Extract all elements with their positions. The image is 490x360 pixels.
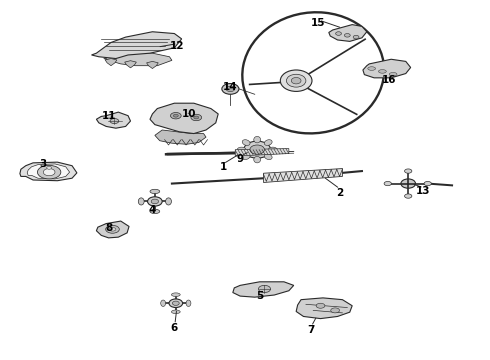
Text: 8: 8 <box>105 223 112 233</box>
Ellipse shape <box>336 32 342 35</box>
Ellipse shape <box>269 147 277 152</box>
Ellipse shape <box>424 181 431 186</box>
Polygon shape <box>147 62 158 68</box>
Ellipse shape <box>172 293 180 296</box>
Ellipse shape <box>150 189 160 194</box>
Ellipse shape <box>242 154 250 159</box>
Ellipse shape <box>378 69 386 73</box>
Ellipse shape <box>171 112 181 119</box>
Polygon shape <box>235 149 289 156</box>
Ellipse shape <box>291 77 301 84</box>
Polygon shape <box>264 168 343 183</box>
Ellipse shape <box>254 157 261 163</box>
Ellipse shape <box>173 114 178 117</box>
Ellipse shape <box>237 147 246 152</box>
Text: 3: 3 <box>39 159 47 169</box>
Polygon shape <box>97 221 129 238</box>
Text: 2: 2 <box>336 188 343 198</box>
Ellipse shape <box>109 228 116 231</box>
Ellipse shape <box>186 300 191 306</box>
Polygon shape <box>97 112 130 128</box>
Ellipse shape <box>344 33 350 37</box>
Ellipse shape <box>172 301 179 305</box>
Text: 5: 5 <box>256 291 263 301</box>
Ellipse shape <box>138 198 144 205</box>
Text: 10: 10 <box>182 109 196 119</box>
Ellipse shape <box>172 310 180 314</box>
Ellipse shape <box>331 308 340 313</box>
Polygon shape <box>150 103 218 134</box>
Polygon shape <box>105 59 117 66</box>
Ellipse shape <box>280 70 312 91</box>
Ellipse shape <box>401 179 416 188</box>
Ellipse shape <box>43 168 55 176</box>
Ellipse shape <box>191 114 202 121</box>
Ellipse shape <box>287 74 306 87</box>
Ellipse shape <box>353 35 359 39</box>
Ellipse shape <box>405 194 412 198</box>
Ellipse shape <box>147 197 162 206</box>
Ellipse shape <box>226 86 235 91</box>
Text: 12: 12 <box>170 41 184 51</box>
Ellipse shape <box>222 84 239 94</box>
Ellipse shape <box>151 199 159 204</box>
Ellipse shape <box>161 300 166 306</box>
Polygon shape <box>124 61 136 68</box>
Text: 4: 4 <box>149 205 156 215</box>
Text: 9: 9 <box>237 154 244 163</box>
Text: 14: 14 <box>223 82 238 92</box>
Polygon shape <box>92 32 182 59</box>
Text: 1: 1 <box>220 162 227 172</box>
Polygon shape <box>233 282 294 297</box>
Text: 7: 7 <box>307 325 315 335</box>
Ellipse shape <box>169 299 183 307</box>
Polygon shape <box>296 298 352 319</box>
Ellipse shape <box>37 165 61 179</box>
Ellipse shape <box>368 67 375 70</box>
Ellipse shape <box>405 169 412 173</box>
Ellipse shape <box>242 140 250 145</box>
Polygon shape <box>104 51 172 66</box>
Polygon shape <box>27 164 70 179</box>
Polygon shape <box>20 162 77 181</box>
Ellipse shape <box>194 116 199 119</box>
Ellipse shape <box>150 209 160 213</box>
Ellipse shape <box>384 181 392 186</box>
Ellipse shape <box>264 154 272 159</box>
Text: 11: 11 <box>101 111 116 121</box>
Ellipse shape <box>106 225 119 233</box>
Ellipse shape <box>110 118 119 123</box>
Ellipse shape <box>166 198 171 205</box>
Polygon shape <box>329 24 367 41</box>
Polygon shape <box>155 130 206 144</box>
Ellipse shape <box>264 140 272 145</box>
Ellipse shape <box>250 145 265 154</box>
Ellipse shape <box>316 303 325 308</box>
Ellipse shape <box>389 72 397 76</box>
Ellipse shape <box>47 166 51 169</box>
Ellipse shape <box>258 285 270 293</box>
Text: 13: 13 <box>416 186 430 196</box>
Ellipse shape <box>244 141 270 158</box>
Text: 16: 16 <box>382 75 396 85</box>
Text: 6: 6 <box>171 323 178 333</box>
Ellipse shape <box>254 136 261 143</box>
Polygon shape <box>363 59 411 78</box>
Text: 15: 15 <box>311 18 325 28</box>
